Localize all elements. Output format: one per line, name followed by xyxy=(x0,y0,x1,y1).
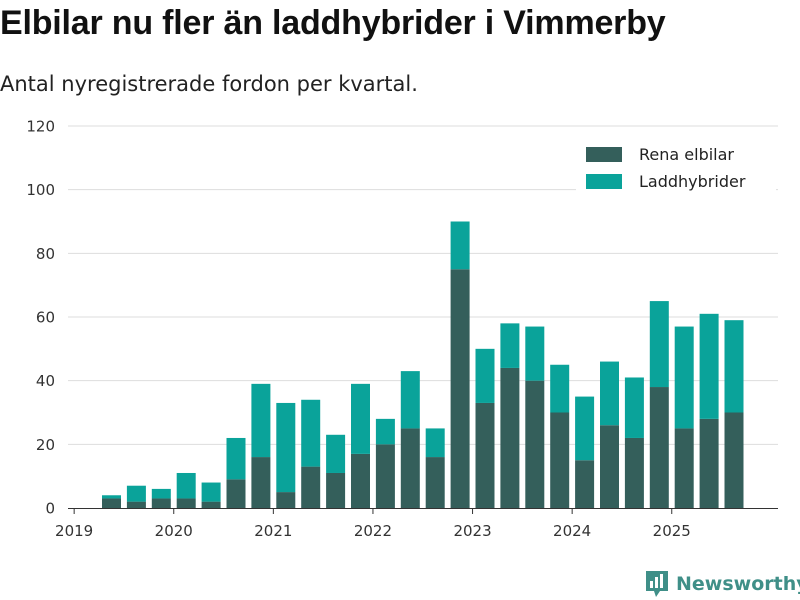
bar-laddhybrider-2024-q1 xyxy=(575,396,595,461)
bar-laddhybrider-2023-q3 xyxy=(525,326,545,381)
bar-laddhybrider-2019-q3 xyxy=(126,485,146,502)
bar-laddhybrider-2020-q2 xyxy=(201,482,221,502)
bar-rena-elbilar-2024-q1 xyxy=(575,460,595,508)
bar-laddhybrider-2020-q4 xyxy=(251,383,271,458)
newsworthy-icon xyxy=(646,571,668,597)
bar-laddhybrider-2024-q4 xyxy=(649,301,669,388)
bar-laddhybrider-2020-q1 xyxy=(176,472,196,499)
bar-rena-elbilar-2025-q2 xyxy=(699,418,719,508)
y-tick-label: 60 xyxy=(36,309,55,327)
bar-laddhybrider-2021-q2 xyxy=(301,399,321,467)
chart-title: Elbilar nu fler än laddhybrider i Vimmer… xyxy=(0,4,666,42)
bar-laddhybrider-2022-q4 xyxy=(450,221,470,270)
bar-rena-elbilar-2022-q2 xyxy=(400,428,420,508)
bar-laddhybrider-2023-q4 xyxy=(550,364,570,413)
y-tick-label: 20 xyxy=(36,436,55,454)
legend: Rena elbilar Laddhybrider xyxy=(576,138,776,198)
bar-rena-elbilar-2023-q4 xyxy=(550,412,570,508)
x-axis: 2019 2020 2021 2022 2023 2024 2025 xyxy=(55,508,778,540)
x-tick-label: 2023 xyxy=(453,522,491,540)
bar-rena-elbilar-2024-q4 xyxy=(649,387,669,508)
bar-rena-elbilar-2021-q1 xyxy=(276,492,296,508)
bar-laddhybrider-2025-q2 xyxy=(699,313,719,419)
bar-rena-elbilar-2019-q3 xyxy=(126,501,146,508)
bar-laddhybrider-2021-q1 xyxy=(276,402,296,493)
x-tick-label: 2021 xyxy=(254,522,292,540)
bar-rena-elbilar-2021-q2 xyxy=(301,466,321,508)
x-tick-label: 2022 xyxy=(354,522,392,540)
y-tick-label: 100 xyxy=(26,181,55,199)
bar-rena-elbilar-2022-q1 xyxy=(375,444,395,508)
bar-rena-elbilar-2020-q1 xyxy=(176,498,196,508)
bar-rena-elbilar-2025-q3 xyxy=(724,412,744,508)
bar-rena-elbilar-2020-q3 xyxy=(226,479,246,508)
y-tick-label: 40 xyxy=(36,372,55,390)
legend-swatch-rena-elbilar xyxy=(586,147,622,162)
bar-laddhybrider-2021-q3 xyxy=(326,434,346,473)
x-tick-label: 2025 xyxy=(653,522,691,540)
y-tick-label: 80 xyxy=(36,245,55,263)
newsworthy-logo: Newsworthy xyxy=(644,568,800,600)
bar-rena-elbilar-2023-q3 xyxy=(525,380,545,508)
bar-rena-elbilar-2019-q4 xyxy=(151,498,171,508)
y-tick-label: 120 xyxy=(26,118,55,136)
bar-laddhybrider-2022-q3 xyxy=(425,428,445,458)
bar-laddhybrider-2023-q1 xyxy=(475,348,495,403)
legend-label-laddhybrider: Laddhybrider xyxy=(639,172,746,191)
bar-rena-elbilar-2019-q2 xyxy=(102,498,121,508)
x-tick-label: 2019 xyxy=(55,522,93,540)
legend-label-rena-elbilar: Rena elbilar xyxy=(639,145,734,164)
bar-laddhybrider-2023-q2 xyxy=(500,323,520,368)
bar-laddhybrider-2020-q3 xyxy=(226,437,246,480)
bar-rena-elbilar-2022-q3 xyxy=(425,457,445,508)
bar-laddhybrider-2024-q3 xyxy=(624,377,644,438)
bar-laddhybrider-2025-q3 xyxy=(724,320,744,413)
bar-laddhybrider-2025-q1 xyxy=(674,326,694,429)
bar-rena-elbilar-2023-q1 xyxy=(475,402,495,508)
legend-swatch-laddhybrider xyxy=(586,174,622,189)
bar-laddhybrider-2022-q2 xyxy=(400,371,420,429)
x-tick-label: 2020 xyxy=(155,522,193,540)
bar-rena-elbilar-2021-q4 xyxy=(351,453,370,508)
bar-laddhybrider-2019-q4 xyxy=(151,488,171,499)
bar-rena-elbilar-2023-q2 xyxy=(500,367,520,508)
chart-subtitle: Antal nyregistrerade fordon per kvartal. xyxy=(0,72,418,96)
bars xyxy=(102,221,744,508)
bar-laddhybrider-2022-q1 xyxy=(375,418,395,445)
bar-rena-elbilar-2021-q3 xyxy=(326,472,346,508)
bar-laddhybrider-2019-q2 xyxy=(102,495,121,499)
brand-name: Newsworthy xyxy=(676,573,800,595)
y-tick-label: 0 xyxy=(45,500,55,518)
x-tick-label: 2024 xyxy=(553,522,591,540)
y-axis-ticks: 0 20 40 60 80 100 120 xyxy=(26,118,55,518)
bar-rena-elbilar-2020-q4 xyxy=(251,457,271,508)
bar-rena-elbilar-2024-q3 xyxy=(624,437,644,508)
bar-rena-elbilar-2022-q4 xyxy=(450,269,470,508)
bar-rena-elbilar-2024-q2 xyxy=(600,425,619,508)
bar-rena-elbilar-2020-q2 xyxy=(201,501,221,508)
bar-laddhybrider-2024-q2 xyxy=(600,361,619,426)
bar-rena-elbilar-2025-q1 xyxy=(674,428,694,508)
bar-laddhybrider-2021-q4 xyxy=(351,383,370,454)
